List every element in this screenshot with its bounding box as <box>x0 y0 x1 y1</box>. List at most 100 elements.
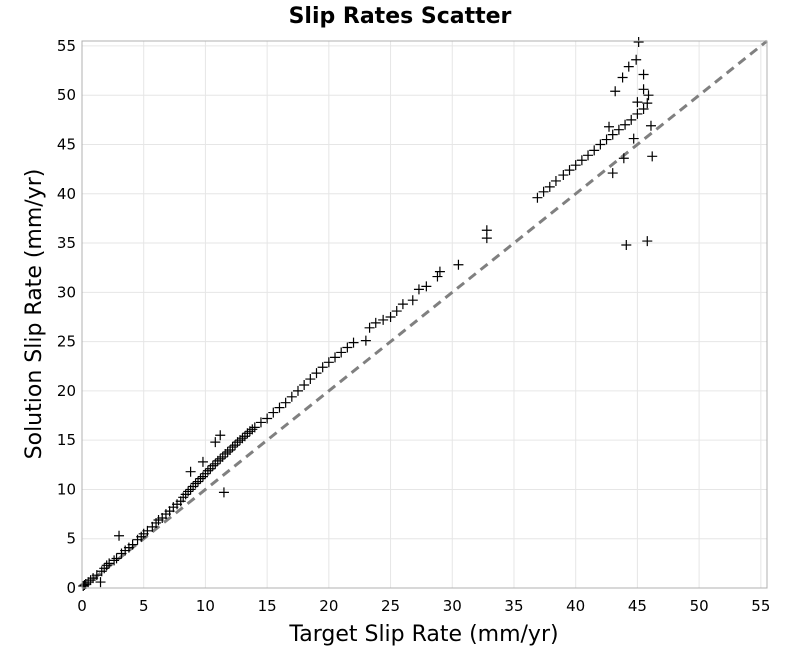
data-point <box>613 124 624 135</box>
data-point <box>544 181 555 192</box>
data-point <box>633 36 644 47</box>
data-point <box>255 417 266 428</box>
data-point <box>280 397 291 408</box>
data-point <box>532 192 543 203</box>
y-tick-label: 55 <box>57 37 76 55</box>
data-point <box>632 108 643 119</box>
reference-line <box>81 39 768 590</box>
data-point <box>286 391 297 402</box>
x-tick-label: 55 <box>751 597 770 615</box>
data-point <box>114 530 125 541</box>
data-point <box>323 357 334 368</box>
data-point <box>643 90 654 101</box>
x-tick-label: 15 <box>258 597 277 615</box>
data-point <box>564 165 575 176</box>
data-point <box>292 385 303 396</box>
y-axis-label: Solution Slip Rate (mm/yr) <box>22 169 47 460</box>
data-point <box>268 407 279 418</box>
data-point <box>583 150 594 161</box>
data-point <box>638 84 649 95</box>
data-point <box>642 98 653 109</box>
y-tick-label: 30 <box>57 283 76 301</box>
x-tick-label: 50 <box>690 597 709 615</box>
data-point <box>215 430 226 441</box>
data-point <box>538 186 549 197</box>
y-tick-label: 25 <box>57 333 76 351</box>
y-tick-label: 10 <box>57 480 76 498</box>
data-point <box>336 347 347 358</box>
data-point <box>244 426 255 437</box>
y-tick-label: 35 <box>57 234 76 252</box>
data-point <box>109 555 120 566</box>
x-tick-label: 0 <box>77 597 87 615</box>
y-tick-label: 5 <box>66 530 76 548</box>
data-point <box>385 311 396 322</box>
data-point <box>618 153 629 164</box>
data-point <box>111 553 122 564</box>
x-tick-label: 35 <box>504 597 523 615</box>
data-point <box>247 424 258 435</box>
data-point <box>220 448 231 459</box>
data-point <box>311 368 322 379</box>
data-point <box>601 134 612 145</box>
data-point <box>91 570 102 581</box>
data-point <box>262 413 273 424</box>
data-point <box>589 145 600 156</box>
data-point <box>391 306 402 317</box>
y-tick-label: 15 <box>57 431 76 449</box>
data-point <box>617 72 628 83</box>
data-point <box>190 478 201 489</box>
x-tick-label: 45 <box>628 597 647 615</box>
y-tick-label: 40 <box>57 185 76 203</box>
data-point <box>232 437 243 448</box>
data-point <box>183 486 194 497</box>
data-point <box>628 133 639 144</box>
data-point <box>607 129 618 140</box>
data-point <box>202 465 213 476</box>
data-point <box>595 139 606 150</box>
y-axis-ticks: 0 5 10 15 20 25 30 35 40 45 50 55 <box>57 37 76 597</box>
data-point <box>317 362 328 373</box>
data-point <box>237 433 248 444</box>
data-point <box>421 281 432 292</box>
y-tick-label: 50 <box>57 86 76 104</box>
data-point <box>631 54 642 65</box>
data-point <box>570 160 581 171</box>
data-point <box>85 575 96 586</box>
y-tick-label: 45 <box>57 135 76 153</box>
data-point <box>330 352 341 363</box>
data-point <box>550 175 561 186</box>
data-point <box>610 86 621 97</box>
y-tick-label: 0 <box>66 579 76 597</box>
data-point <box>142 525 153 536</box>
data-point <box>626 114 637 125</box>
data-point <box>175 496 186 507</box>
data-point <box>222 446 233 457</box>
data-point <box>83 577 94 588</box>
data-point <box>453 259 464 270</box>
data-point <box>215 453 226 464</box>
x-tick-label: 5 <box>139 597 149 615</box>
data-point <box>197 456 208 467</box>
data-point <box>234 435 245 446</box>
data-point <box>207 460 218 471</box>
data-point <box>620 119 631 130</box>
data-point <box>413 284 424 295</box>
data-point <box>305 374 316 385</box>
data-point <box>78 581 89 592</box>
data-point <box>632 97 643 108</box>
data-point <box>647 151 658 162</box>
x-tick-label: 40 <box>566 597 585 615</box>
x-tick-label: 20 <box>319 597 338 615</box>
data-point <box>218 487 229 498</box>
data-point <box>274 402 285 413</box>
data-point <box>95 577 106 588</box>
data-point <box>645 120 656 131</box>
chart-title: Slip Rates Scatter <box>289 4 512 29</box>
reference-line-group <box>81 39 768 590</box>
data-point <box>604 121 615 132</box>
data-point <box>397 299 408 310</box>
data-point <box>360 335 371 346</box>
points-group <box>78 36 658 592</box>
